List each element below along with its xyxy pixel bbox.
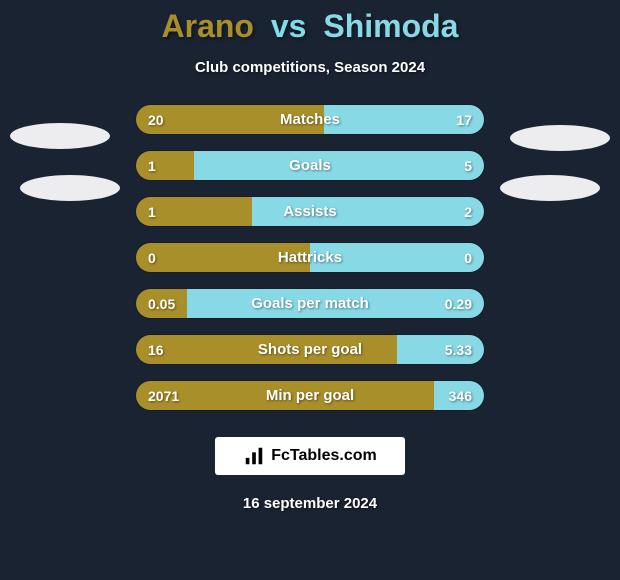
- title-player2: Shimoda: [323, 8, 458, 44]
- stat-row: Min per goal2071 346: [135, 380, 485, 411]
- stat-label: Goals per match: [136, 289, 484, 318]
- stat-value-left: 0: [148, 243, 156, 272]
- annotation-ellipse: [10, 123, 110, 149]
- annotation-ellipse: [510, 125, 610, 151]
- stat-row: Assists1 2: [135, 196, 485, 227]
- stat-value-left: 0.05: [148, 289, 175, 318]
- stat-label: Hattricks: [136, 243, 484, 272]
- stat-label: Min per goal: [136, 381, 484, 410]
- stat-row: Goals1 5: [135, 150, 485, 181]
- brand-badge: FcTables.com: [215, 437, 405, 475]
- stat-row: Goals per match0.05 0.29: [135, 288, 485, 319]
- stat-value-left: 20: [148, 105, 164, 134]
- stat-value-left: 16: [148, 335, 164, 364]
- stat-value-left: 1: [148, 151, 156, 180]
- comparison-panel: Arano vs Shimoda Club competitions, Seas…: [0, 0, 620, 580]
- stat-value-right: 5: [464, 151, 472, 180]
- title-player1: Arano: [162, 8, 254, 44]
- annotation-ellipse: [20, 175, 120, 201]
- stat-value-right: 2: [464, 197, 472, 226]
- date-text: 16 september 2024: [243, 495, 377, 512]
- stat-value-left: 1: [148, 197, 156, 226]
- stat-value-right: 346: [449, 381, 472, 410]
- subtitle: Club competitions, Season 2024: [195, 59, 425, 76]
- stat-row: Shots per goal16 5.33: [135, 334, 485, 365]
- stat-value-right: 5.33: [445, 335, 472, 364]
- chart-bars-icon: [243, 445, 265, 467]
- annotation-ellipse: [500, 175, 600, 201]
- stat-value-right: 17: [456, 105, 472, 134]
- title-vs: vs: [271, 8, 307, 44]
- stat-value-left: 2071: [148, 381, 179, 410]
- stat-row: Hattricks0 0: [135, 242, 485, 273]
- title: Arano vs Shimoda: [162, 8, 459, 45]
- stat-label: Shots per goal: [136, 335, 484, 364]
- stats-list: Matches2017Goals15Assists12Hattricks00Go…: [135, 104, 485, 411]
- stat-label: Matches: [136, 105, 484, 134]
- stat-value-right: 0.29: [445, 289, 472, 318]
- stat-label: Assists: [136, 197, 484, 226]
- stat-row: Matches20 17: [135, 104, 485, 135]
- stat-label: Goals: [136, 151, 484, 180]
- brand-text: FcTables.com: [271, 447, 377, 465]
- stat-value-right: 0: [464, 243, 472, 272]
